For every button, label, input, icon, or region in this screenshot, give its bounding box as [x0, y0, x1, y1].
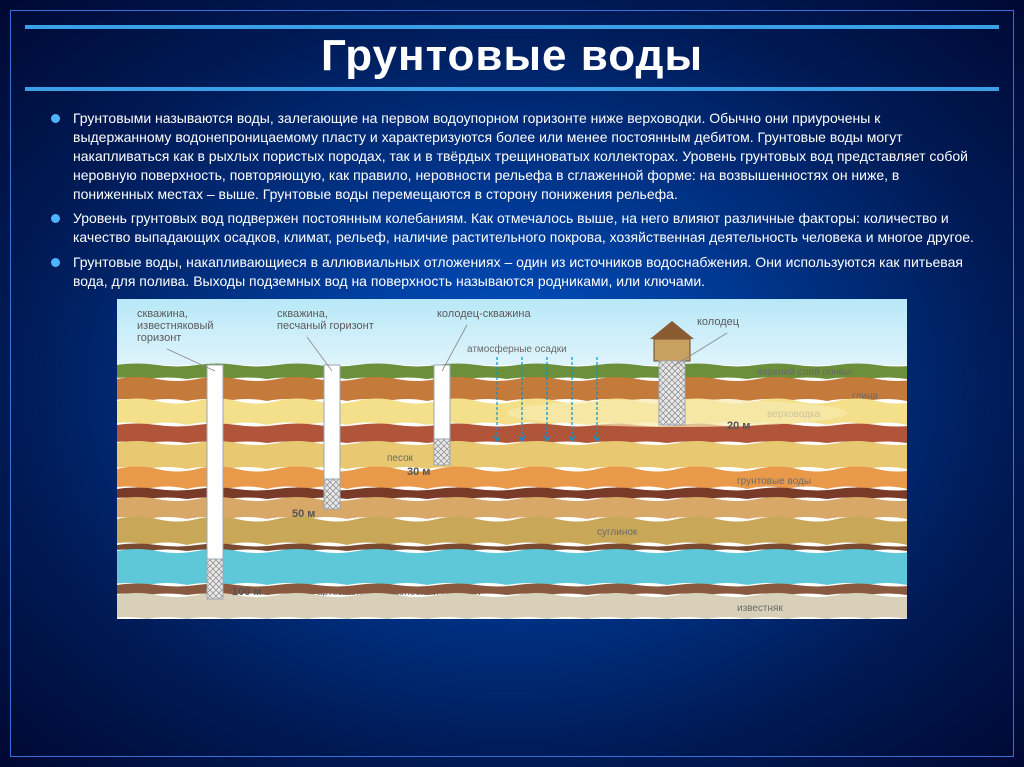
svg-text:50 м: 50 м — [292, 508, 315, 520]
svg-text:песок: песок — [387, 453, 414, 464]
svg-text:известняк: известняк — [737, 603, 783, 614]
svg-text:30 м: 30 м — [407, 466, 430, 478]
body-content: Грунтовыми называются воды, залегающие н… — [11, 91, 1013, 619]
svg-text:скважина,: скважина, — [137, 308, 188, 320]
diagram-svg: верхний слой почвыглинаверховодкапесокгр… — [117, 299, 907, 619]
slide-title: Грунтовые воды — [25, 31, 999, 81]
bullet-item: Грунтовыми называются воды, залегающие н… — [45, 109, 979, 203]
groundwater-diagram: верхний слой почвыглинаверховодкапесокгр… — [117, 299, 907, 619]
bullet-item: Грунтовые воды, накапливающиеся в аллюви… — [45, 253, 979, 291]
svg-text:грунтовые воды: грунтовые воды — [737, 476, 811, 487]
svg-text:колодец-скважина: колодец-скважина — [437, 308, 531, 320]
svg-text:20 м: 20 м — [727, 420, 750, 432]
svg-text:скважина,: скважина, — [277, 308, 328, 320]
bullet-item: Уровень грунтовых вод подвержен постоянн… — [45, 209, 979, 247]
svg-text:колодец: колодец — [697, 316, 740, 328]
title-band: Грунтовые воды — [25, 25, 999, 91]
svg-text:100 м: 100 м — [232, 586, 262, 598]
svg-text:верхний слой почвы: верхний слой почвы — [757, 367, 851, 378]
svg-text:горизонт: горизонт — [137, 332, 181, 344]
svg-text:известняковый: известняковый — [137, 320, 214, 332]
bullet-list: Грунтовыми называются воды, залегающие н… — [45, 109, 979, 291]
svg-text:суглинок: суглинок — [597, 527, 638, 538]
svg-text:атмосферные осадки: атмосферные осадки — [467, 343, 567, 355]
svg-text:песчаный горизонт: песчаный горизонт — [277, 320, 374, 332]
slide-frame: Грунтовые воды Грунтовыми называются вод… — [10, 10, 1014, 757]
